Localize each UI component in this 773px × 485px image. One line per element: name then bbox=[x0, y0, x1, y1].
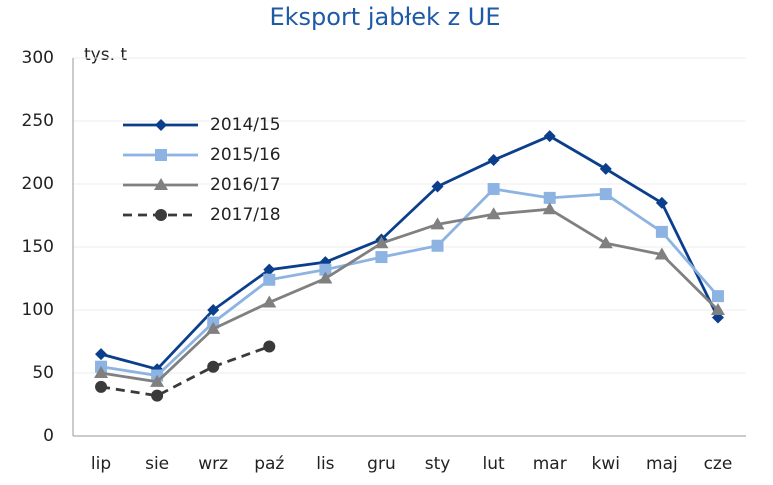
marker bbox=[654, 247, 669, 260]
legend-label: 2015/16 bbox=[210, 145, 281, 165]
y-tick-label: 0 bbox=[43, 426, 54, 446]
marker bbox=[487, 183, 500, 196]
marker bbox=[431, 180, 444, 193]
marker bbox=[655, 196, 668, 209]
y-tick-label: 200 bbox=[22, 174, 54, 194]
series-line bbox=[100, 187, 720, 378]
marker bbox=[94, 366, 109, 378]
y-tick-label: 50 bbox=[32, 363, 54, 383]
marker bbox=[430, 217, 445, 230]
marker bbox=[95, 380, 108, 393]
x-tick-label: lip bbox=[91, 454, 111, 474]
marker bbox=[319, 263, 332, 276]
marker bbox=[263, 263, 276, 276]
marker bbox=[150, 374, 165, 387]
legend-label: 2014/15 bbox=[210, 115, 281, 135]
x-tick-label: lut bbox=[483, 454, 505, 474]
x-tick-label: gru bbox=[367, 454, 396, 474]
x-tick-label: sty bbox=[425, 454, 451, 474]
y-tick-label: 250 bbox=[22, 111, 54, 131]
marker bbox=[155, 149, 167, 161]
marker bbox=[207, 304, 220, 316]
marker bbox=[599, 162, 612, 175]
marker bbox=[598, 236, 613, 249]
marker bbox=[151, 389, 164, 402]
marker bbox=[263, 340, 276, 353]
marker bbox=[375, 251, 388, 264]
y-tick-label: 300 bbox=[22, 48, 54, 68]
marker bbox=[374, 236, 389, 249]
x-tick-label: maj bbox=[646, 454, 678, 474]
x-tick-label: sie bbox=[145, 454, 169, 474]
legend-label: 2017/18 bbox=[210, 205, 281, 225]
marker bbox=[543, 130, 556, 143]
marker bbox=[95, 348, 108, 361]
x-tick-label: kwi bbox=[592, 454, 620, 474]
marker bbox=[710, 303, 725, 315]
marker bbox=[263, 273, 276, 286]
marker bbox=[207, 360, 220, 373]
series-line bbox=[100, 207, 719, 384]
series-line bbox=[100, 134, 720, 371]
y-tick-label: 150 bbox=[22, 237, 54, 257]
legend-label: 2016/17 bbox=[210, 175, 281, 195]
marker bbox=[542, 202, 557, 215]
marker bbox=[655, 225, 668, 238]
marker bbox=[711, 290, 724, 303]
marker bbox=[155, 119, 167, 131]
marker bbox=[206, 321, 221, 334]
x-tick-label: wrz bbox=[198, 454, 228, 474]
marker bbox=[262, 295, 277, 308]
marker bbox=[318, 271, 333, 284]
x-tick-label: cze bbox=[704, 454, 733, 474]
y-axis-label: tys. t bbox=[84, 45, 127, 65]
x-tick-label: mar bbox=[533, 454, 567, 474]
marker bbox=[599, 188, 612, 201]
chart-title: Eksport jabłek z UE bbox=[269, 3, 500, 31]
marker bbox=[154, 178, 168, 190]
marker bbox=[543, 191, 556, 204]
marker bbox=[486, 207, 501, 220]
marker bbox=[487, 154, 500, 167]
x-tick-label: paź bbox=[254, 454, 284, 474]
marker bbox=[431, 239, 444, 252]
marker bbox=[155, 209, 167, 221]
x-tick-label: lis bbox=[316, 454, 334, 474]
y-tick-label: 100 bbox=[22, 300, 54, 320]
